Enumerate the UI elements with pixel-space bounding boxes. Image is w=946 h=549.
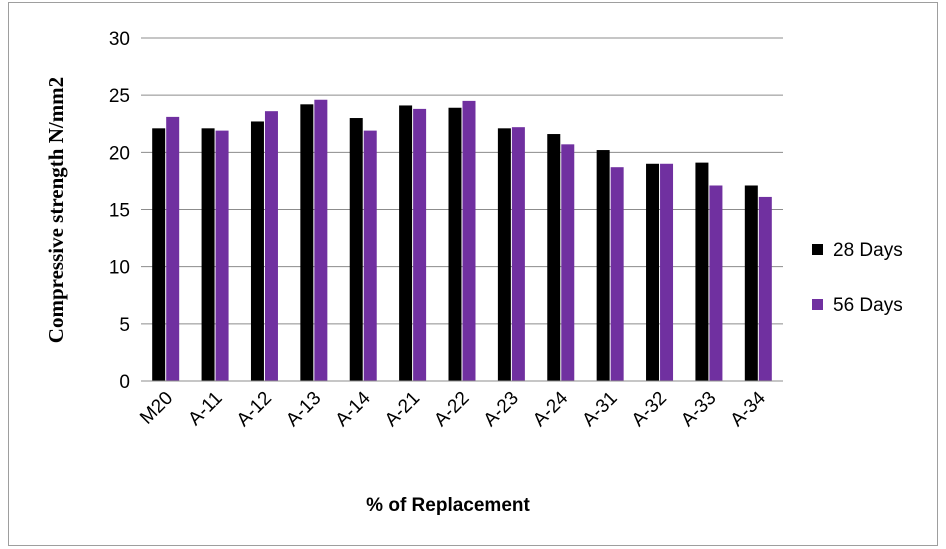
- y-axis-title: Compressive strength N/mm2: [44, 77, 68, 343]
- bar-28-days-a-21: [399, 105, 413, 381]
- x-tick-label: A-12: [233, 388, 276, 431]
- bar-28-days-a-14: [349, 118, 363, 382]
- y-tick-label: 20: [109, 143, 130, 164]
- bar-28-days-m20: [152, 128, 166, 381]
- x-tick-label: A-13: [282, 388, 325, 431]
- bar-56-days-m20: [166, 116, 180, 381]
- x-tick-label: A-34: [727, 387, 771, 431]
- legend: 28 Days 56 Days: [812, 240, 903, 316]
- x-tick-label: M20: [136, 388, 177, 429]
- y-tick-label: 10: [109, 258, 130, 279]
- bar-28-days-a-24: [547, 134, 561, 381]
- bar-28-days-a-33: [695, 162, 709, 381]
- bar-28-days-a-31: [596, 150, 610, 381]
- x-tick-label: A-23: [480, 388, 523, 431]
- x-tick-label: A-24: [529, 387, 573, 431]
- bar-28-days-a-23: [497, 128, 511, 381]
- y-tick-label: 25: [109, 86, 130, 107]
- x-tick-label: A-32: [628, 388, 671, 431]
- bar-56-days-a-21: [413, 108, 427, 382]
- x-tick-label: A-14: [332, 387, 376, 431]
- x-tick-label: A-22: [430, 388, 473, 431]
- y-tick-label: 30: [109, 29, 130, 50]
- bar-28-days-a-32: [646, 163, 660, 381]
- x-tick-label: A-21: [381, 388, 424, 431]
- bar-28-days-a-34: [744, 185, 758, 381]
- bar-56-days-a-32: [660, 163, 674, 381]
- x-axis-title: % of Replacement: [366, 495, 530, 516]
- bar-56-days-a-12: [264, 111, 278, 381]
- legend-swatch-56-days: [812, 299, 823, 310]
- bar-56-days-a-13: [314, 99, 328, 382]
- legend-label-28-days: 28 Days: [833, 240, 903, 261]
- bar-28-days-a-13: [300, 104, 314, 382]
- bars: [152, 99, 772, 382]
- y-tick-label: 15: [109, 201, 130, 222]
- bar-28-days-a-22: [448, 107, 462, 381]
- bar-56-days-a-22: [462, 100, 476, 381]
- bar-56-days-a-33: [709, 185, 723, 381]
- legend-swatch-28-days: [812, 244, 823, 255]
- y-tick-label: 5: [119, 315, 130, 336]
- x-tick-labels: M20 A-11 A-12 A-13 A-14 A-21 A-22 A-23 A-24 A-31 A…: [136, 387, 770, 431]
- x-tick-label: A-11: [184, 388, 226, 430]
- bar-56-days-a-34: [758, 196, 772, 381]
- bar-28-days-a-11: [201, 128, 215, 381]
- bar-56-days-a-23: [511, 127, 525, 382]
- y-tick-label: 0: [119, 372, 130, 393]
- bar-56-days-a-31: [610, 167, 624, 381]
- gridlines: [141, 37, 783, 325]
- bar-28-days-a-12: [250, 121, 264, 382]
- y-tick-labels: 0 5 10 15 20 25 30: [109, 29, 130, 393]
- x-tick-label: A-33: [677, 388, 720, 431]
- bar-56-days-a-14: [363, 130, 377, 381]
- bar-56-days-a-24: [561, 144, 575, 381]
- x-tick-label: A-31: [578, 388, 621, 431]
- bar-56-days-a-11: [215, 130, 229, 381]
- legend-label-56-days: 56 Days: [833, 295, 903, 316]
